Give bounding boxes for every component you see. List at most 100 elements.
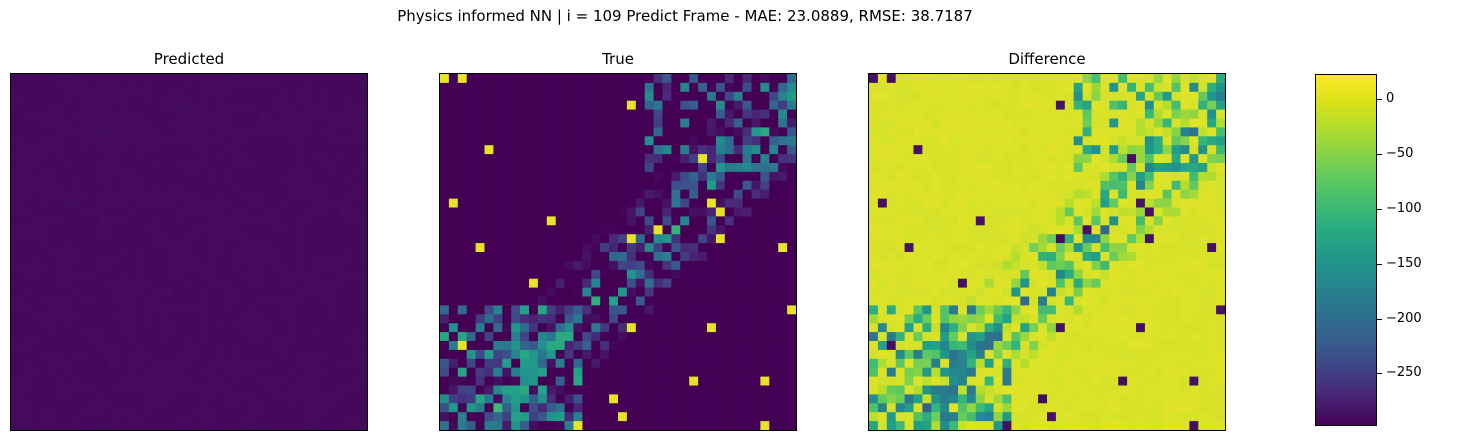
heatmap-cell [295,296,306,306]
heatmap-cell [197,394,208,404]
heatmap-cell [1136,278,1146,289]
heatmap-cell [1162,171,1173,182]
heatmap-cell [171,189,181,200]
heatmap-cell [778,82,788,93]
heatmap-cell [778,180,788,191]
heatmap-cell [197,171,208,182]
heatmap-cell [358,332,367,342]
heatmap-cell [1189,323,1199,333]
heatmap-cell [475,225,486,235]
heatmap-cell [689,421,699,430]
heatmap-cell [1216,287,1225,298]
heatmap-cell [457,349,468,360]
heatmap-cell [1118,421,1128,430]
heatmap-cell [751,154,761,164]
heatmap-cell [144,118,154,128]
heatmap-cell [340,412,350,422]
heatmap-cell [573,154,583,164]
heatmap-cell [304,332,315,342]
heatmap-cell [1055,260,1066,271]
heatmap-cell [1029,118,1039,128]
heatmap-cell [582,154,592,164]
heatmap-cell [555,82,566,93]
heatmap-cell [769,305,779,315]
heatmap-cell [662,394,672,404]
heatmap-cell [689,163,699,173]
heatmap-cell [502,74,512,84]
heatmap-cell [162,82,172,93]
heatmap-cell [1029,314,1039,324]
heatmap-cell [975,403,986,413]
heatmap-cell [635,82,646,93]
heatmap-cell [609,145,619,155]
heatmap-cell [895,198,906,209]
heatmap-cell [993,171,1004,182]
heatmap-cell [180,100,190,111]
heatmap-cell [260,74,270,84]
heatmap-cell [582,127,592,137]
heatmap-cell [1029,154,1039,164]
heatmap-cell [73,367,83,378]
heatmap-cell [600,189,610,200]
heatmap-cell [966,189,977,200]
heatmap-cell [778,127,788,137]
heatmap-cell [511,198,521,209]
heatmap-cell [877,367,888,378]
heatmap-cell [671,260,681,271]
heatmap-cell [475,287,486,298]
heatmap-cell [671,341,681,351]
heatmap-cell [949,136,959,146]
heatmap-cell [117,394,128,404]
heatmap-cell [769,109,779,120]
heatmap-cell [1198,394,1208,404]
heatmap-cell [269,163,279,173]
heatmap-cell [975,296,986,306]
heatmap-cell [162,260,172,271]
heatmap-cell [206,296,217,306]
heatmap-cell [698,376,708,387]
heatmap-cell [993,207,1004,217]
heatmap-cell [886,252,897,262]
heatmap-cell [233,341,243,351]
heatmap-cell [778,91,788,102]
heatmap-cell [224,163,235,173]
heatmap-cell [635,252,646,262]
heatmap-cell [1064,252,1075,262]
heatmap-cell [162,109,172,120]
heatmap-cell [609,296,619,306]
heatmap-cell [537,100,548,111]
heatmap-cell [117,412,128,422]
heatmap-cell [895,82,906,93]
heatmap-cell [73,323,83,333]
heatmap-cell [117,136,128,146]
heatmap-cell [206,403,217,413]
heatmap-cell [493,269,503,280]
heatmap-cell [224,154,235,164]
heatmap-cell [913,376,923,387]
heatmap-cell [1073,421,1084,430]
heatmap-cell [278,332,288,342]
heatmap-cell [1136,305,1146,315]
heatmap-cell [1207,82,1217,93]
heatmap-cell [984,349,995,360]
heatmap-cell [153,367,163,378]
heatmap-cell [913,269,923,280]
heatmap-cell [286,127,297,137]
heatmap-cell [698,136,708,146]
heatmap-cell [322,109,332,120]
heatmap-cell [546,412,557,422]
heatmap-cell [349,341,359,351]
heatmap-cell [529,136,539,146]
heatmap-cell [689,394,699,404]
heatmap-cell [877,243,888,253]
heatmap-cell [886,332,897,342]
heatmap-cell [1082,171,1093,182]
heatmap-cell [913,189,923,200]
heatmap-cell [1127,189,1137,200]
heatmap-cell [537,403,548,413]
heatmap-cell [1100,145,1110,155]
heatmap-cell [1118,349,1128,360]
heatmap-cell [144,136,154,146]
heatmap-cell [475,207,486,217]
heatmap-cell [457,260,468,271]
